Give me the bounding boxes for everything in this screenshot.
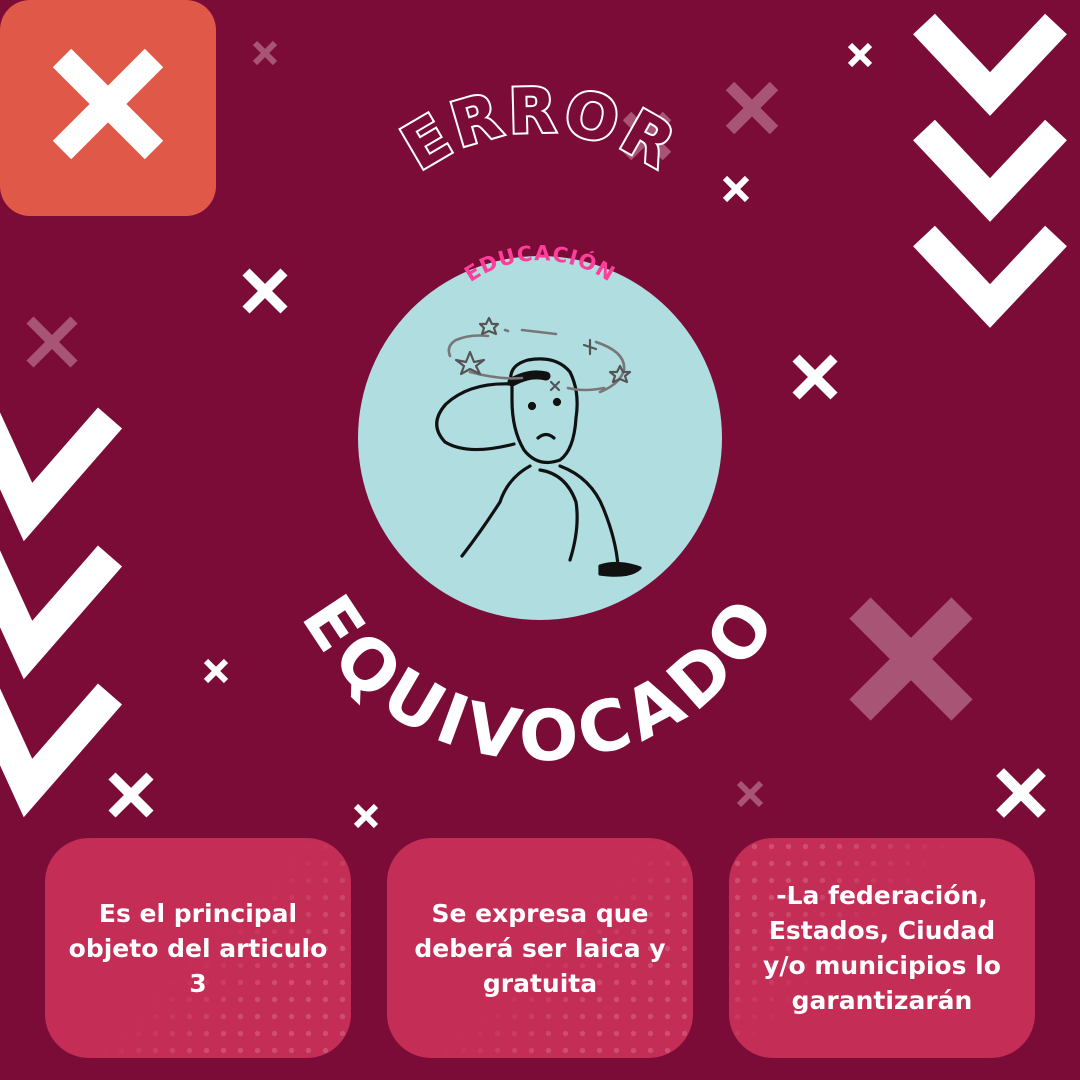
x-mark-icon — [996, 768, 1046, 818]
x-mark-icon — [252, 40, 278, 66]
x-mark-icon — [108, 772, 154, 818]
x-mark-icon — [736, 780, 764, 808]
x-mark-icon — [792, 354, 838, 400]
chevron-down-icon — [913, 13, 1067, 116]
chevron-down-icon — [913, 225, 1067, 328]
x-mark-icon — [26, 316, 78, 368]
x-mark-icon — [622, 111, 672, 161]
chevron-down-icon — [0, 545, 123, 680]
chevron-down-icon — [0, 407, 123, 542]
info-card-1: Es el principal objeto del articulo 3 — [45, 838, 351, 1058]
info-card-3: -La federación, Estados, Ciudad y/o muni… — [729, 838, 1035, 1058]
x-mark-icon — [353, 803, 379, 829]
error-heading: ERROR — [390, 74, 690, 185]
x-mark-icon — [242, 268, 288, 314]
x-mark-icon — [722, 175, 750, 203]
info-card-2: Se expresa que deberá ser laica y gratui… — [387, 838, 693, 1058]
chevrons-left — [0, 407, 123, 818]
info-card-text: Es el principal objeto del articulo 3 — [68, 898, 328, 998]
x-mark-icon — [849, 597, 973, 721]
card-dot-pattern — [729, 838, 1035, 1058]
chevron-down-icon — [0, 683, 123, 818]
card-dot-pattern — [45, 838, 351, 1058]
x-mark-icon — [847, 42, 873, 68]
x-mark-icon — [725, 81, 779, 135]
chevrons-top-right — [913, 13, 1067, 328]
info-card-text: -La federación, Estados, Ciudad y/o muni… — [763, 881, 1001, 1015]
dizzy-stick-figure-illustration — [435, 316, 642, 577]
x-mark-icon — [203, 658, 229, 684]
close-badge[interactable] — [0, 0, 216, 216]
chevron-down-icon — [913, 119, 1067, 222]
card-dot-pattern — [387, 838, 693, 1058]
close-icon — [52, 48, 164, 160]
info-card-text: Se expresa que deberá ser laica y gratui… — [414, 898, 666, 998]
